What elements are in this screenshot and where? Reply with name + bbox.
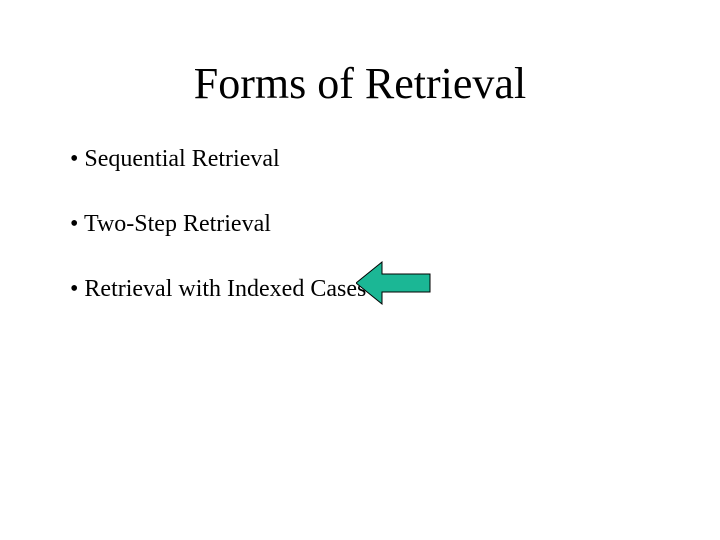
slide-title: Forms of Retrieval <box>0 58 720 109</box>
bullet-list: Sequential Retrieval Two-Step Retrieval … <box>70 145 366 339</box>
bullet-item: Sequential Retrieval <box>70 145 366 174</box>
slide: Forms of Retrieval Sequential Retrieval … <box>0 0 720 540</box>
arrow-shape <box>356 262 430 304</box>
bullet-item: Two-Step Retrieval <box>70 210 366 239</box>
bullet-item: Retrieval with Indexed Cases <box>70 275 366 304</box>
left-arrow-icon <box>356 260 436 310</box>
